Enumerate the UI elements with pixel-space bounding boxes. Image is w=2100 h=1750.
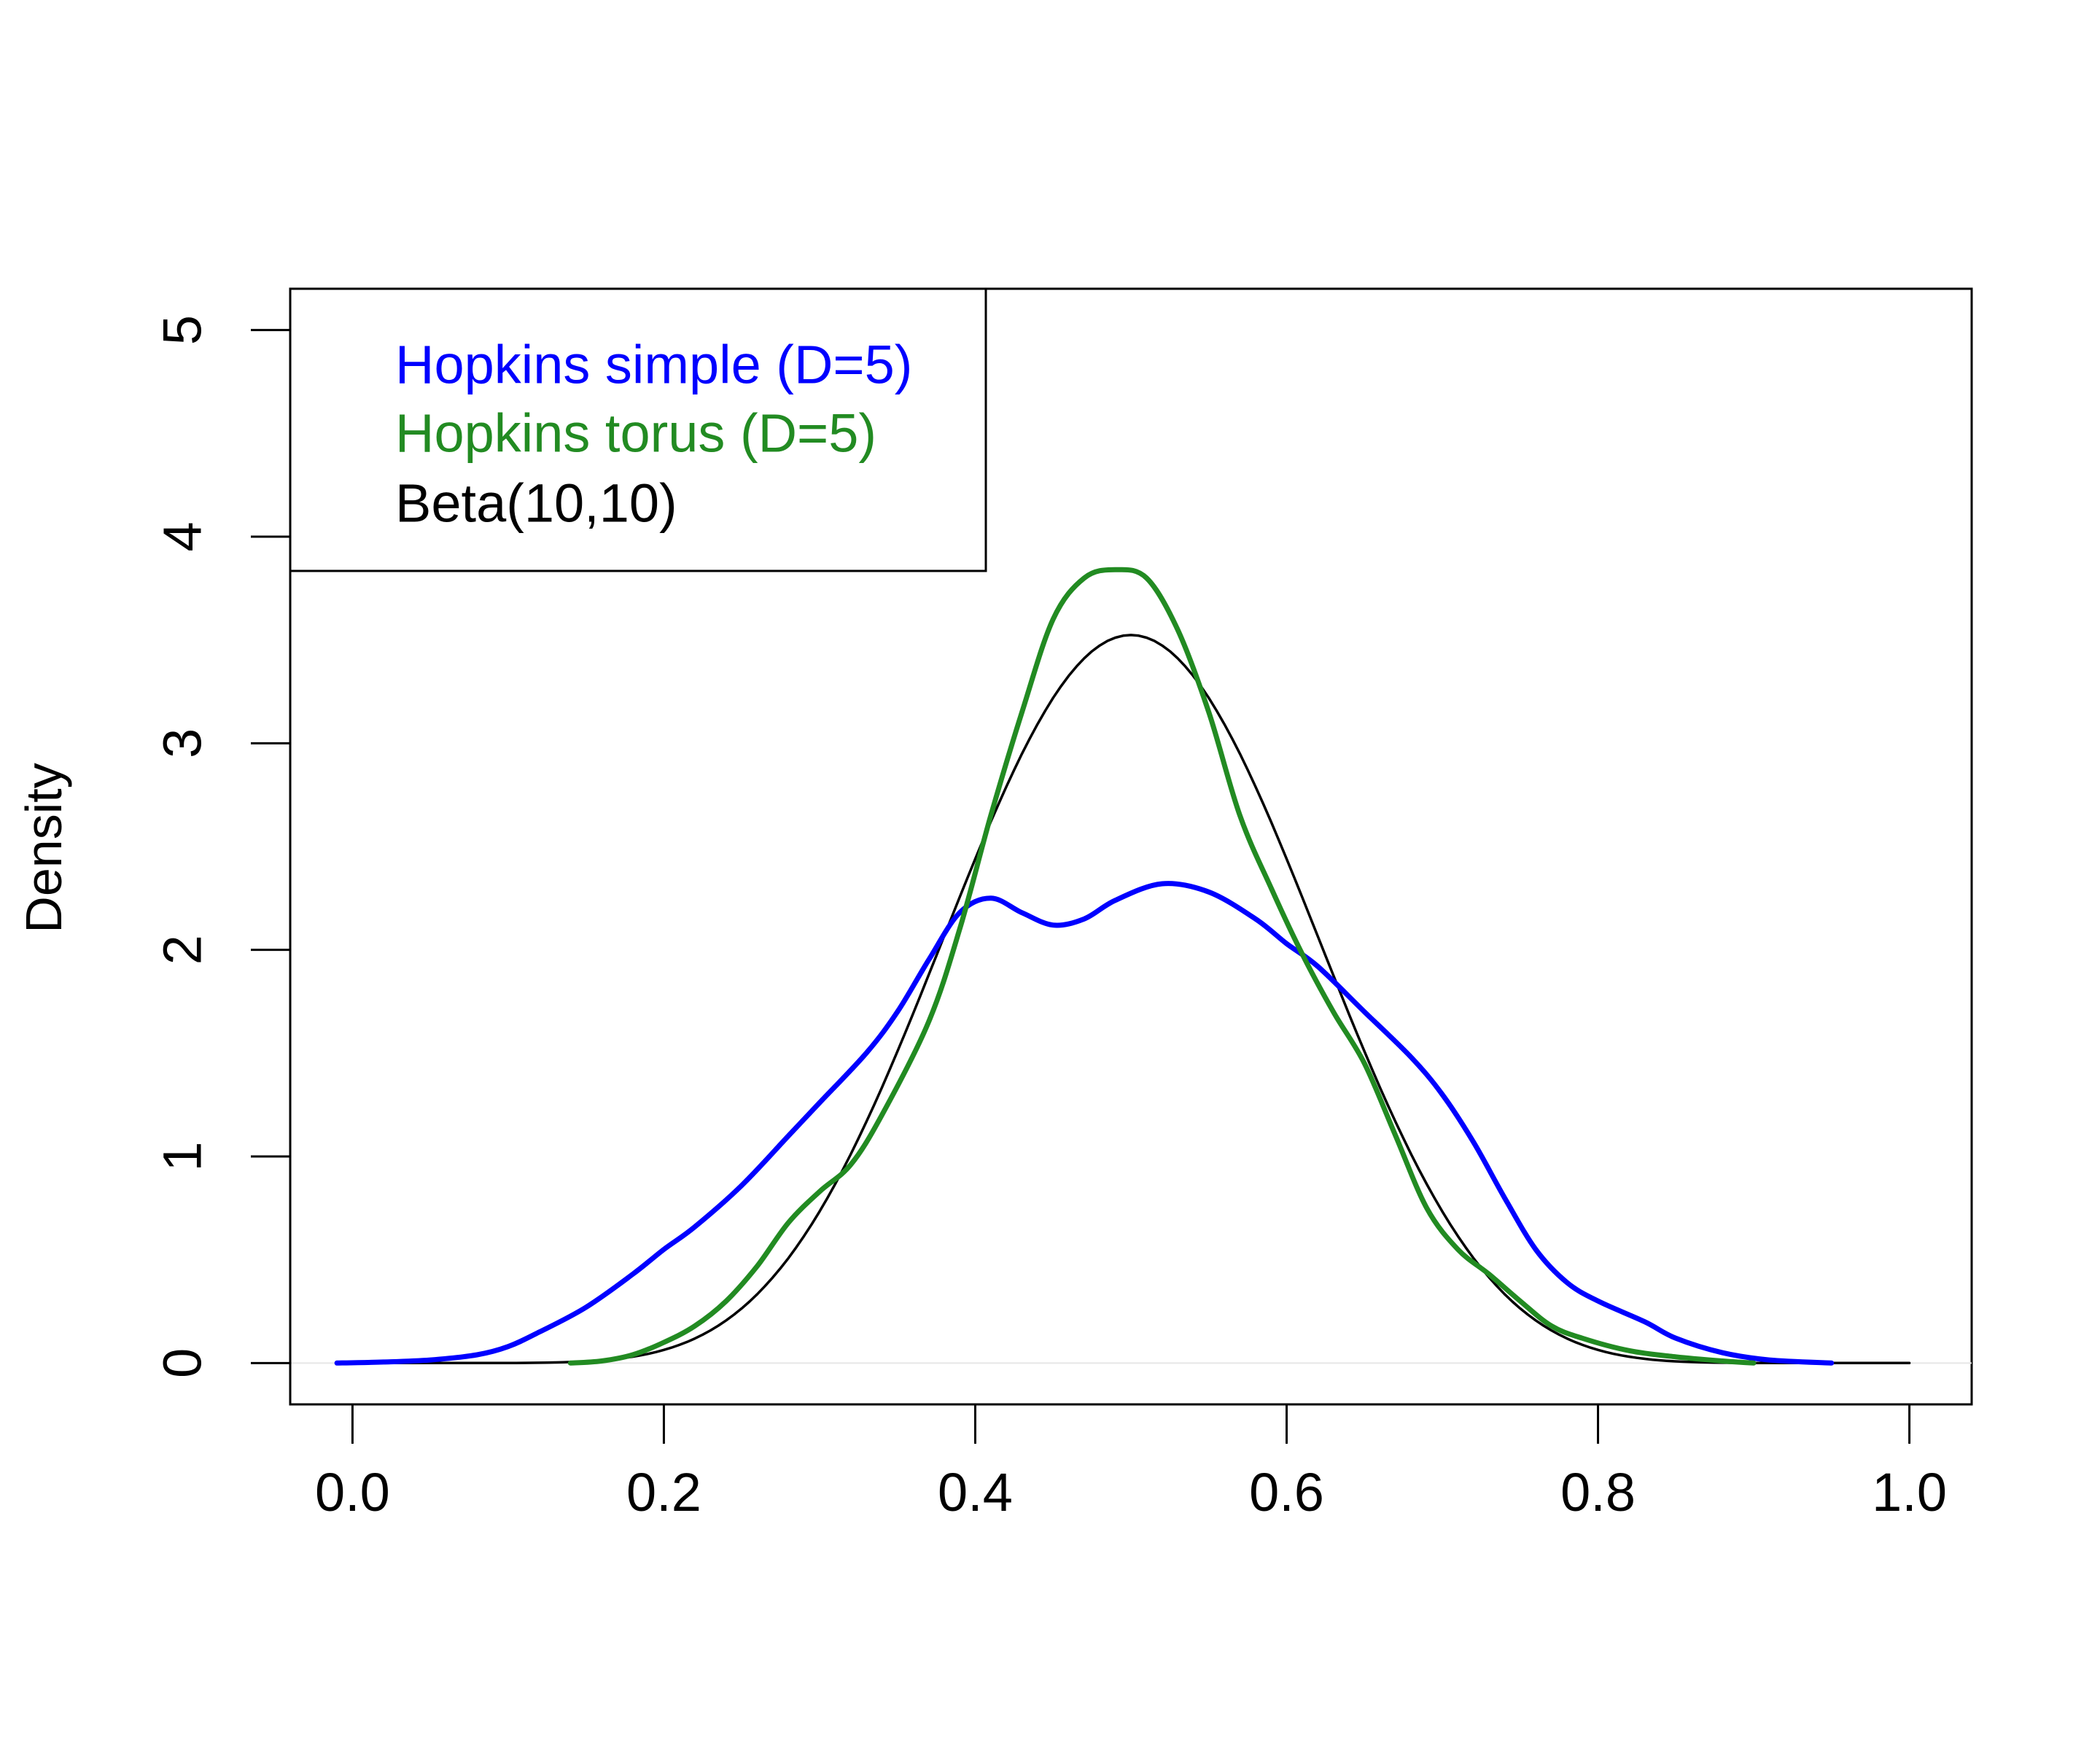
legend-entry-hopkins-simple: Hopkins simple (D=5) xyxy=(395,335,912,395)
y-axis-title: Density xyxy=(15,763,72,933)
series-hopkins-torus-line xyxy=(567,567,1757,1366)
legend-entry-beta: Beta(10,10) xyxy=(395,473,677,534)
legend-entry-hopkins-torus: Hopkins torus (D=5) xyxy=(395,403,876,464)
y-tick-label: 2 xyxy=(152,935,213,965)
x-tick-label: 0.4 xyxy=(938,1462,1013,1522)
y-axis: 0 1 2 3 4 5 xyxy=(152,315,292,1378)
x-tick-label: 0.6 xyxy=(1249,1462,1324,1522)
y-tick-label: 3 xyxy=(152,728,213,758)
y-tick-label: 5 xyxy=(152,315,213,345)
x-tick-label: 1.0 xyxy=(1872,1462,1947,1522)
legend-box xyxy=(289,287,987,572)
series-beta-line xyxy=(351,634,1911,1365)
series-hopkins-simple-line xyxy=(334,881,1835,1366)
y-tick-label: 0 xyxy=(152,1348,213,1378)
y-tick-label: 1 xyxy=(152,1141,213,1171)
x-tick-label: 0.0 xyxy=(315,1462,390,1522)
x-tick-label: 0.8 xyxy=(1560,1462,1636,1522)
series-layer xyxy=(334,567,1911,1366)
legend: Hopkins simple (D=5) Hopkins torus (D=5)… xyxy=(289,287,987,572)
x-axis: 0.0 0.2 0.4 0.6 0.8 1.0 xyxy=(315,1403,1947,1522)
y-tick-label: 4 xyxy=(152,521,213,551)
x-tick-label: 0.2 xyxy=(626,1462,701,1522)
